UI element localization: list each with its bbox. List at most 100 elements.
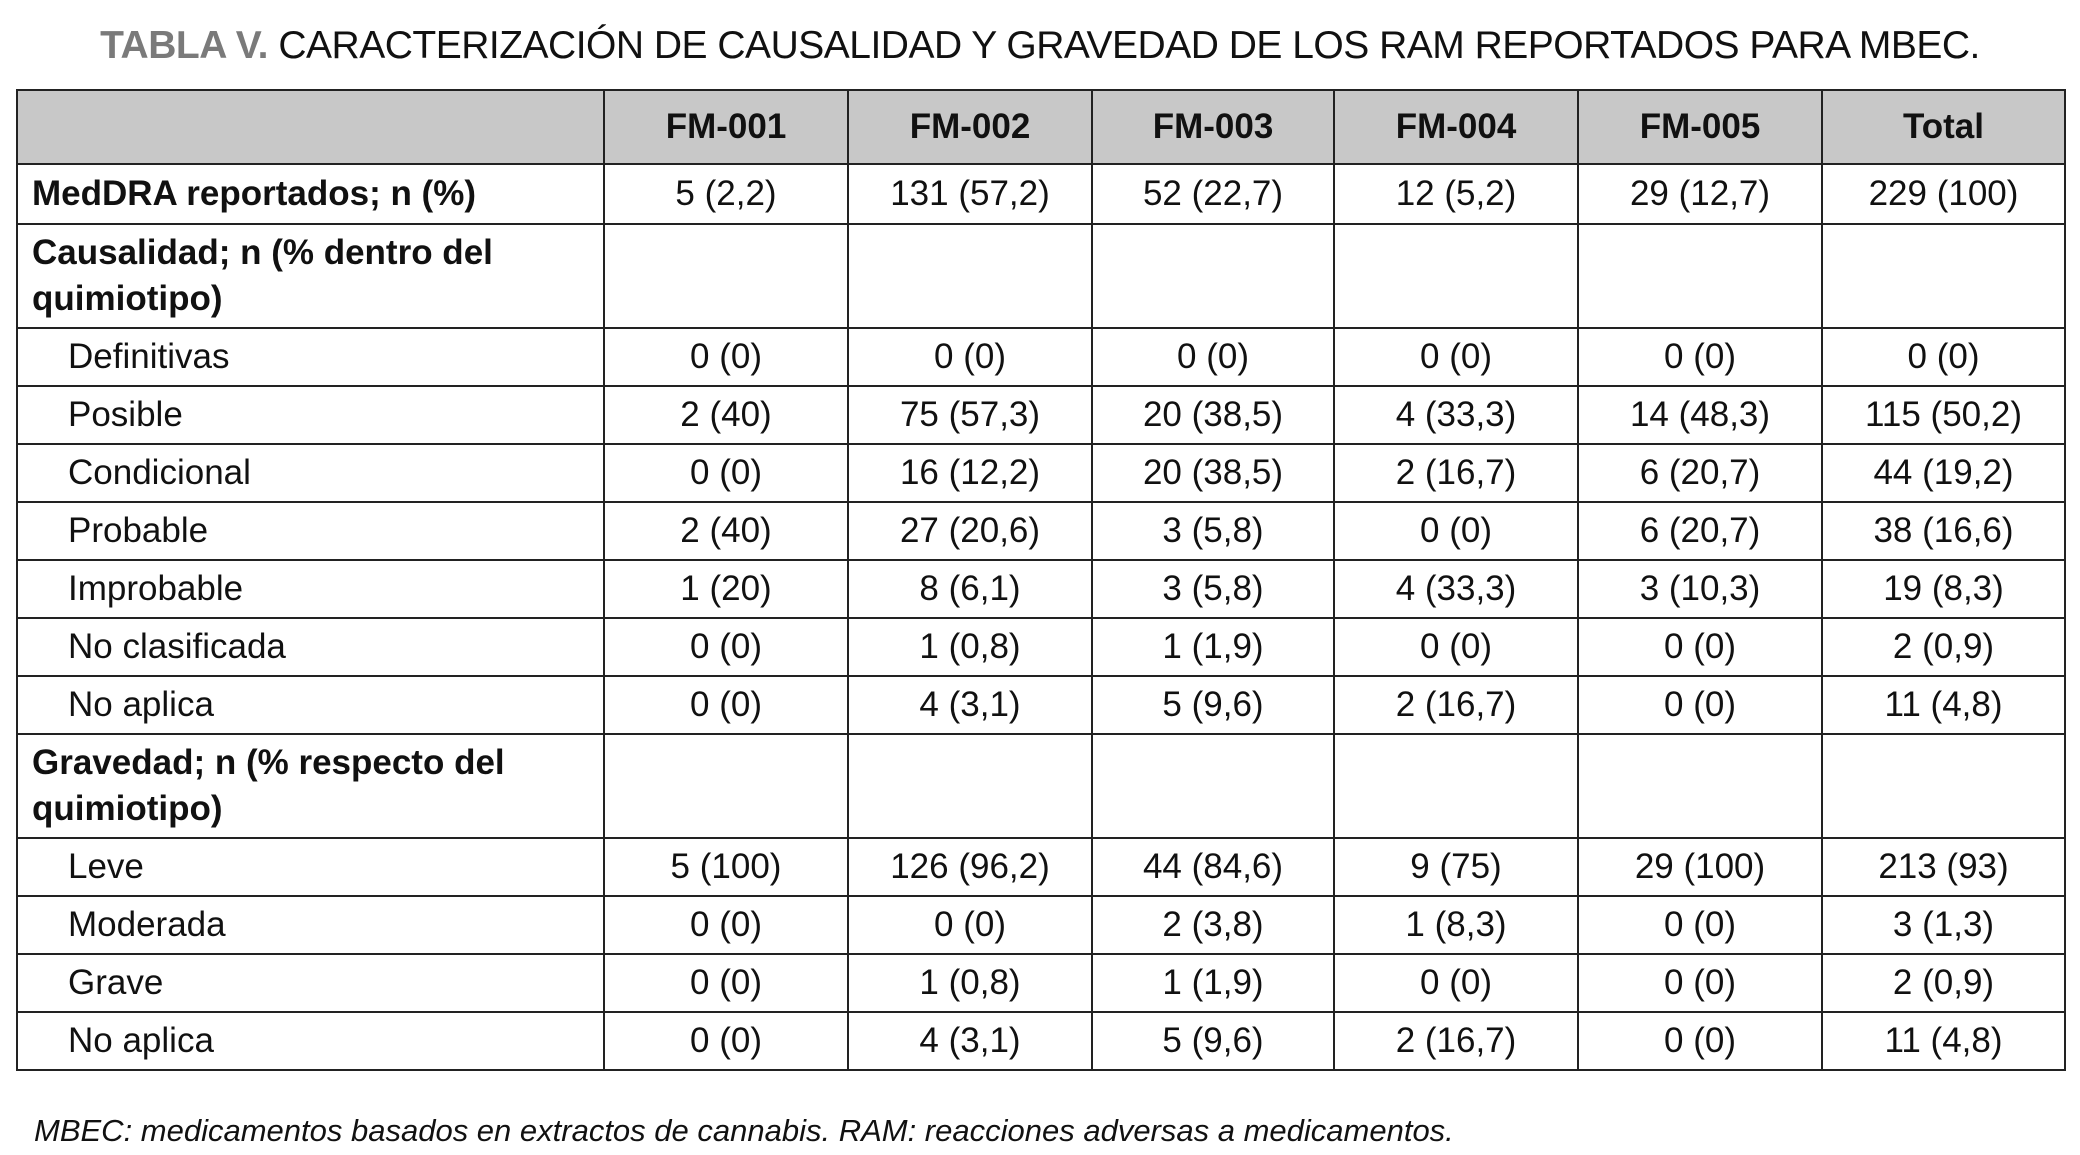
table-row: Leve 5 (100) 126 (96,2) 44 (84,6) 9 (75) 29 (… — [16, 837, 2066, 897]
table-cell — [1091, 733, 1335, 839]
table-cell: 0 (0) — [603, 895, 849, 955]
table-cell: 52 (22,7) — [1091, 163, 1335, 225]
table-cell: 1 (0,8) — [847, 953, 1093, 1013]
table-row: Grave 0 (0) 1 (0,8) 1 (1,9) 0 (0) 0 (0) 2 (0,9… — [16, 953, 2066, 1013]
table-cell — [847, 223, 1093, 329]
table-cell: 29 (100) — [1577, 837, 1823, 897]
table-cell: 0 (0) — [603, 617, 849, 677]
table-cell: 0 (0) — [1577, 895, 1823, 955]
table-cell — [1821, 733, 2066, 839]
table-row: Causalidad; n (% dentro del quimiotipo) — [16, 223, 2066, 329]
table-cell: 20 (38,5) — [1091, 443, 1335, 503]
table-cell: 1 (1,9) — [1091, 953, 1335, 1013]
table-cell: 20 (38,5) — [1091, 385, 1335, 445]
table-cell: 0 (0) — [847, 327, 1093, 387]
table-cell: 75 (57,3) — [847, 385, 1093, 445]
column-header: FM-001 — [603, 89, 849, 165]
table-cell: 5 (9,6) — [1091, 675, 1335, 735]
row-label: Causalidad; n (% dentro del quimiotipo) — [16, 223, 605, 329]
table-cell: 2 (40) — [603, 385, 849, 445]
table-cell: 1 (8,3) — [1333, 895, 1579, 955]
table-cell: 4 (3,1) — [847, 675, 1093, 735]
table-cell: 0 (0) — [847, 895, 1093, 955]
table-cell: 16 (12,2) — [847, 443, 1093, 503]
table-cell: 115 (50,2) — [1821, 385, 2066, 445]
table-cell: 2 (3,8) — [1091, 895, 1335, 955]
table-cell: 2 (0,9) — [1821, 953, 2066, 1013]
table-row: MedDRA reportados; n (%) 5 (2,2) 131 (57,2… — [16, 163, 2066, 225]
table-cell: 5 (9,6) — [1091, 1011, 1335, 1071]
table-row: No aplica 0 (0) 4 (3,1) 5 (9,6) 2 (16,7) 0 (0… — [16, 675, 2066, 735]
table-cell: 0 (0) — [1333, 327, 1579, 387]
table-cell: 3 (10,3) — [1577, 559, 1823, 619]
row-label: Grave — [16, 953, 605, 1013]
table-row: Moderada 0 (0) 0 (0) 2 (3,8) 1 (8,3) 0 (0) 3 (… — [16, 895, 2066, 955]
table-cell — [847, 733, 1093, 839]
table-cell — [1333, 223, 1579, 329]
table-cell: 11 (4,8) — [1821, 1011, 2066, 1071]
footnote: MBEC: medicamentos basados en extractos … — [34, 1113, 1454, 1148]
table-cell: 29 (12,7) — [1577, 163, 1823, 225]
table-cell: 2 (16,7) — [1333, 1011, 1579, 1071]
row-label: Probable — [16, 501, 605, 561]
table-cell: 3 (5,8) — [1091, 501, 1335, 561]
table-row: Improbable 1 (20) 8 (6,1) 3 (5,8) 4 (33,3) 3 … — [16, 559, 2066, 619]
row-label: No clasificada — [16, 617, 605, 677]
table-row: No clasificada 0 (0) 1 (0,8) 1 (1,9) 0 (0) 0 … — [16, 617, 2066, 677]
table-cell: 0 (0) — [1577, 617, 1823, 677]
row-label: Moderada — [16, 895, 605, 955]
table-cell: 2 (16,7) — [1333, 443, 1579, 503]
table-cell: 0 (0) — [1091, 327, 1335, 387]
table-cell: 3 (1,3) — [1821, 895, 2066, 955]
table-cell: 0 (0) — [603, 1011, 849, 1071]
table-cell: 5 (2,2) — [603, 163, 849, 225]
table-cell: 2 (0,9) — [1821, 617, 2066, 677]
table-caption: CARACTERIZACIÓN DE CAUSALIDAD Y GRAVEDAD… — [268, 24, 1980, 67]
header-row: FM-001 FM-002 FM-003 FM-004 FM-005 Total — [16, 89, 2066, 165]
table-cell: 5 (100) — [603, 837, 849, 897]
table-cell: 0 (0) — [603, 443, 849, 503]
table-cell: 14 (48,3) — [1577, 385, 1823, 445]
row-label: Improbable — [16, 559, 605, 619]
table-cell — [603, 223, 849, 329]
table-row: Gravedad; n (% respecto del quimiotipo) — [16, 733, 2066, 839]
table-row: Condicional 0 (0) 16 (12,2) 20 (38,5) 2 (16,… — [16, 443, 2066, 503]
table-cell: 0 (0) — [1577, 327, 1823, 387]
table-cell: 1 (0,8) — [847, 617, 1093, 677]
table-cell: 0 (0) — [1577, 675, 1823, 735]
table-cell: 4 (33,3) — [1333, 559, 1579, 619]
column-header — [16, 89, 605, 165]
table-cell — [1333, 733, 1579, 839]
table-cell: 44 (84,6) — [1091, 837, 1335, 897]
table-cell — [1091, 223, 1335, 329]
table-cell: 1 (20) — [603, 559, 849, 619]
table-cell: 0 (0) — [1333, 617, 1579, 677]
table-cell: 2 (40) — [603, 501, 849, 561]
table-cell: 11 (4,8) — [1821, 675, 2066, 735]
table-cell: 2 (16,7) — [1333, 675, 1579, 735]
table-cell: 0 (0) — [1577, 953, 1823, 1013]
row-label: Posible — [16, 385, 605, 445]
table-cell: 3 (5,8) — [1091, 559, 1335, 619]
table-cell: 131 (57,2) — [847, 163, 1093, 225]
table-cell: 229 (100) — [1821, 163, 2066, 225]
row-label: No aplica — [16, 675, 605, 735]
row-label: Leve — [16, 837, 605, 897]
table-row: Definitivas 0 (0) 0 (0) 0 (0) 0 (0) 0 (0) 0 (0… — [16, 327, 2066, 387]
row-label: Gravedad; n (% respecto del quimiotipo) — [16, 733, 605, 839]
column-header: FM-004 — [1333, 89, 1579, 165]
row-label: Condicional — [16, 443, 605, 503]
table-cell: 27 (20,6) — [847, 501, 1093, 561]
table-cell: 0 (0) — [603, 327, 849, 387]
table-cell: 6 (20,7) — [1577, 443, 1823, 503]
column-header: FM-002 — [847, 89, 1093, 165]
table-cell: 4 (33,3) — [1333, 385, 1579, 445]
table-cell: 38 (16,6) — [1821, 501, 2066, 561]
data-table: FM-001 FM-002 FM-003 FM-004 FM-005 Total MedD… — [16, 89, 2066, 1071]
table-number: TABLA V. — [100, 24, 269, 67]
table-row: No aplica 0 (0) 4 (3,1) 5 (9,6) 2 (16,7) 0 (0… — [16, 1011, 2066, 1071]
table-title: TABLA V. CARACTERIZACIÓN DE CAUSALIDAD Y… — [0, 24, 2080, 68]
table-cell — [1577, 733, 1823, 839]
table-cell: 9 (75) — [1333, 837, 1579, 897]
table-cell: 8 (6,1) — [847, 559, 1093, 619]
